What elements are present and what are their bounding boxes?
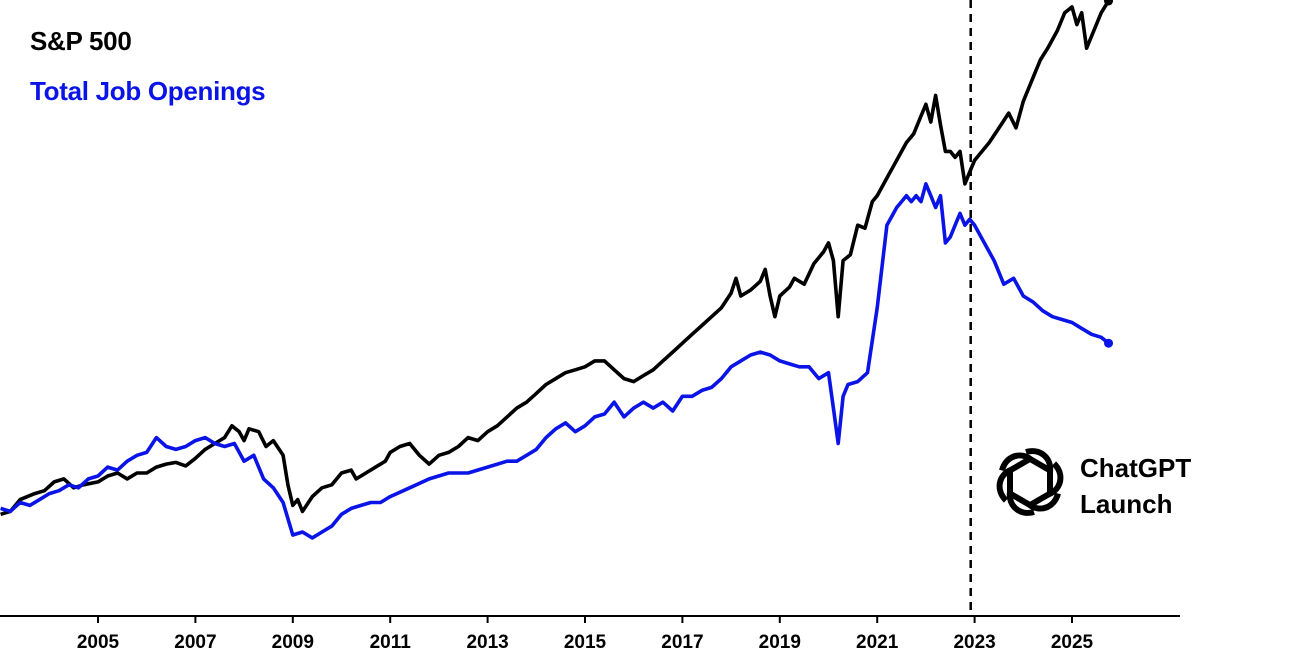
x-tick-label-2013: 2013 — [466, 632, 508, 653]
x-tick-label-2021: 2021 — [856, 632, 899, 653]
annotation-line-2: Launch — [1080, 489, 1173, 519]
sp500-line — [0, 0, 1111, 517]
x-tick-label-2009: 2009 — [272, 632, 314, 653]
chatgpt-launch-label: ChatGPT Launch — [1080, 450, 1191, 522]
openai-logo-icon — [996, 448, 1064, 516]
legend-sp500: S&P 500 — [30, 26, 132, 56]
job-openings-end-dot — [1104, 338, 1114, 348]
x-tick-label-2007: 2007 — [174, 632, 216, 653]
x-axis: 2005 2007 2009 2011 2013 2015 2017 2019 2021 2023… — [0, 615, 1180, 653]
series-lines — [0, 0, 1114, 540]
x-tick-label-2025: 2025 — [1051, 632, 1094, 653]
annotation-line-1: ChatGPT — [1080, 453, 1192, 483]
x-tick-label-2019: 2019 — [759, 632, 801, 653]
x-tick-label-2015: 2015 — [564, 632, 607, 653]
x-tick-label-2017: 2017 — [661, 632, 703, 653]
x-tick-label-2011: 2011 — [370, 632, 412, 653]
x-tick-label-2023: 2023 — [953, 632, 995, 653]
job-openings-line — [0, 182, 1110, 540]
legend-job-openings: Total Job Openings — [30, 76, 266, 106]
x-tick-label-2005: 2005 — [77, 632, 120, 653]
sp500-end-dot — [1104, 0, 1114, 6]
